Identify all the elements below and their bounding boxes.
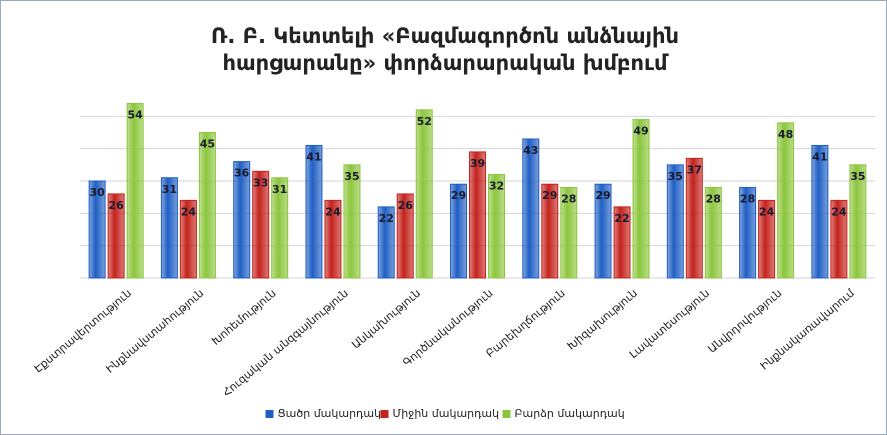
legend-swatch	[265, 410, 274, 418]
bar	[450, 183, 467, 279]
data-label: 48	[778, 128, 793, 141]
data-label: 28	[706, 192, 721, 205]
bar	[613, 206, 631, 279]
bar	[777, 122, 795, 279]
bar	[179, 199, 197, 279]
bar	[126, 102, 144, 279]
bar	[343, 164, 361, 279]
bar	[666, 164, 684, 279]
data-label: 35	[850, 170, 865, 183]
data-label: 24	[181, 205, 197, 218]
data-label: 36	[234, 167, 250, 180]
bar	[160, 177, 178, 279]
legend-label: Բարձր մակարդակ	[515, 407, 625, 420]
data-label: 54	[127, 108, 143, 121]
bar	[685, 157, 703, 279]
data-label: 52	[417, 115, 432, 128]
data-label: 24	[759, 205, 775, 218]
bar	[594, 183, 612, 279]
legend-label: Ցածր մակարդակ	[278, 407, 382, 420]
data-label: 28	[561, 192, 576, 205]
bar	[233, 161, 251, 279]
bar	[252, 170, 270, 279]
bar	[469, 151, 486, 279]
data-label: 49	[633, 125, 648, 138]
bar	[830, 199, 848, 279]
bar	[415, 109, 433, 279]
data-label: 31	[162, 183, 177, 196]
data-label: 33	[253, 176, 268, 189]
data-label: 30	[89, 186, 105, 199]
legend-swatch	[380, 410, 389, 418]
bar	[632, 119, 650, 279]
chart-title: Ռ. Բ. Կետտելի «Բազմագործոն անձնային	[211, 24, 679, 48]
bar	[522, 138, 540, 279]
bar	[739, 186, 757, 279]
data-label: 43	[523, 144, 538, 157]
bar	[271, 177, 289, 279]
data-label: 39	[470, 157, 485, 170]
data-label: 31	[272, 183, 287, 196]
bar	[488, 174, 505, 279]
data-label: 26	[398, 199, 414, 212]
data-label: 24	[325, 205, 341, 218]
bar	[811, 144, 829, 279]
data-label: 41	[306, 150, 321, 163]
bar	[305, 144, 323, 279]
data-label: 26	[108, 199, 124, 212]
data-label: 28	[740, 192, 755, 205]
data-label: 41	[812, 150, 827, 163]
data-label: 35	[344, 170, 359, 183]
bar	[88, 180, 106, 279]
legend-swatch	[502, 410, 511, 418]
bar	[107, 193, 125, 279]
bar	[704, 186, 722, 279]
data-label: 24	[831, 205, 847, 218]
bar	[758, 199, 776, 279]
data-label: 29	[451, 189, 466, 202]
data-label: 32	[489, 180, 504, 193]
data-label: 29	[595, 189, 610, 202]
bar	[560, 186, 578, 279]
bar	[198, 132, 216, 279]
data-label: 35	[668, 170, 683, 183]
data-label: 29	[542, 189, 557, 202]
data-label: 22	[379, 212, 394, 225]
legend-label: Միջին մակարդակ	[393, 407, 500, 420]
bar	[541, 183, 559, 279]
bar	[396, 193, 414, 279]
data-label: 22	[614, 212, 629, 225]
bar	[377, 206, 395, 279]
bar	[849, 164, 867, 279]
bar	[324, 199, 342, 279]
chart-title: հարցարանը» փորձարարական խմբում	[222, 51, 669, 75]
data-label: 45	[200, 138, 215, 151]
data-label: 37	[687, 163, 702, 176]
